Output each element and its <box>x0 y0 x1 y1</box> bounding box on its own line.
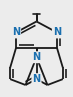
Text: N: N <box>32 52 41 62</box>
Text: N: N <box>32 74 41 84</box>
Text: N: N <box>53 27 61 37</box>
Text: N: N <box>12 27 20 37</box>
